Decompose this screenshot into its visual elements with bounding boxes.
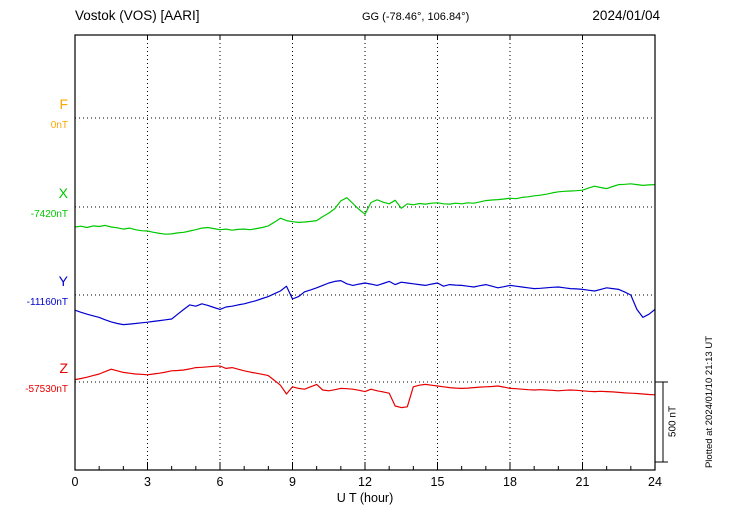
x-tick-label: 24 — [648, 475, 662, 489]
x-tick-label: 12 — [358, 475, 372, 489]
station-title: Vostok (VOS) [AARI] — [75, 8, 200, 23]
x-axis-label: U T (hour) — [336, 491, 394, 505]
x-tick-label: 18 — [503, 475, 517, 489]
x-tick-label: 6 — [217, 475, 224, 489]
component-label-f: F 0nT — [4, 96, 68, 132]
component-label-y: Y -11160nT — [4, 273, 68, 309]
component-letter-y: Y — [58, 273, 68, 289]
component-baseline-x: -7420nT — [30, 209, 68, 220]
component-baseline-z: -57530nT — [25, 384, 68, 395]
trace-y — [74, 280, 656, 326]
component-label-z: Z -57530nT — [4, 360, 68, 396]
observation-date: 2024/01/04 — [592, 8, 660, 23]
x-tick-label: 3 — [144, 475, 151, 489]
component-baseline-y: -11160nT — [26, 297, 68, 308]
plot-frame — [74, 34, 656, 471]
x-tick-label: 15 — [431, 475, 445, 489]
component-letter-x: X — [58, 185, 68, 201]
trace-z — [74, 365, 656, 409]
x-tick-label: 21 — [576, 475, 590, 489]
scale-bar-label: 500 nT — [667, 405, 679, 438]
trace-x — [74, 183, 656, 235]
geographic-coordinates: GG (-78.46°, 106.84°) — [362, 11, 470, 23]
x-tick-label: 0 — [72, 475, 79, 489]
component-letter-z: Z — [59, 360, 68, 376]
component-baseline-f: 0nT — [50, 120, 68, 131]
x-tick-label: 9 — [289, 475, 296, 489]
plotted-timestamp-note: Plotted at 2024/01/10 21:13 UT — [704, 335, 715, 469]
component-letter-f: F — [59, 96, 68, 112]
component-label-x: X -7420nT — [4, 185, 68, 221]
